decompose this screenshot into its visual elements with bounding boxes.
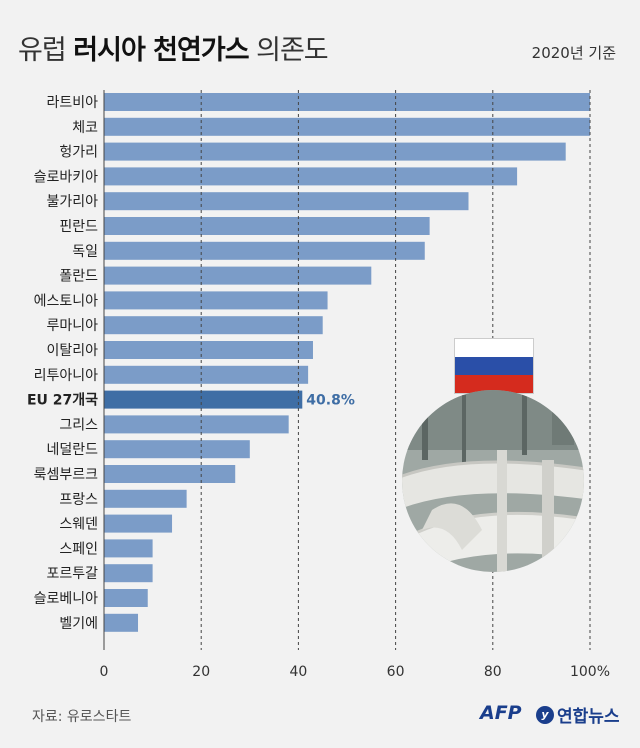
data-label: 40.8% [306,393,355,409]
x-tick-label: 20 [192,664,210,680]
category-label: 스웨덴 [59,517,98,533]
category-label: 에스토니아 [34,293,99,309]
category-label: 루마니아 [46,318,98,334]
category-label: 네덜란드 [46,442,98,458]
bar-chart: 라트비아체코헝가리슬로바키아불가리아핀란드독일폴란드에스토니아루마니아이탈리아리… [27,90,610,680]
category-label: 슬로바키아 [34,169,99,185]
bar-1 [104,117,590,136]
bar-19 [104,564,153,583]
category-label: 체코 [72,120,98,136]
yonhap-label: 연합뉴스 [557,707,620,727]
bar-15 [104,465,236,483]
bar-14 [104,440,250,459]
source-note: 자료: 유로스타트 [32,709,132,725]
category-label: EU 27개국 [27,393,98,409]
bar-7 [104,266,372,285]
yonhap-mark-icon: y [536,705,554,724]
bar-0 [104,93,590,111]
bar-6 [104,241,425,260]
title-part1: 유럽 [18,35,74,66]
bar-13 [104,415,289,434]
category-label: 핀란드 [59,219,98,235]
category-label: 헝가리 [59,145,98,161]
bar-3 [104,167,518,186]
gas-pipeline-photo [402,390,584,572]
bar-5 [104,217,430,235]
category-label: 불가리아 [46,194,98,210]
category-label: 프랑스 [59,492,98,508]
category-label: 룩셈부르크 [34,467,99,483]
title-part2: 의존도 [248,35,329,66]
category-label: 벨기에 [59,616,98,632]
category-label: 라트비아 [46,95,98,111]
bar-17 [104,514,173,533]
bar-11 [104,365,309,384]
russia-flag-icon [454,338,534,394]
afp-logo: AFP [480,702,522,724]
x-tick-label: 0 [100,664,109,680]
x-tick-label: 80 [484,664,502,680]
bar-4 [104,192,469,211]
bar-10 [104,341,313,359]
basis-year: 2020년 기준 [531,44,616,62]
category-label: 포르투갈 [46,566,98,582]
title-bold: 러시아 천연가스 [73,35,249,66]
bar-8 [104,291,328,310]
category-label: 스페인 [59,541,98,557]
bar-12 [104,390,303,409]
category-label: 폴란드 [59,269,98,285]
category-label: 리투아니아 [34,368,99,384]
category-label: 독일 [72,244,98,260]
yonhap-logo: y 연합뉴스 [536,702,620,727]
bar-2 [104,142,566,161]
bar-18 [104,539,153,558]
category-label: 슬로베니아 [34,591,99,607]
category-label: 이탈리아 [46,343,98,359]
x-tick-label: 100% [570,664,610,680]
bar-9 [104,316,323,335]
x-tick-label: 40 [289,664,307,680]
chart-title: 유럽 러시아 천연가스 의존도 [18,28,329,67]
bar-20 [104,589,148,607]
bar-16 [104,489,187,508]
bar-21 [104,613,139,632]
category-label: 그리스 [59,417,98,433]
x-tick-label: 60 [387,664,405,680]
